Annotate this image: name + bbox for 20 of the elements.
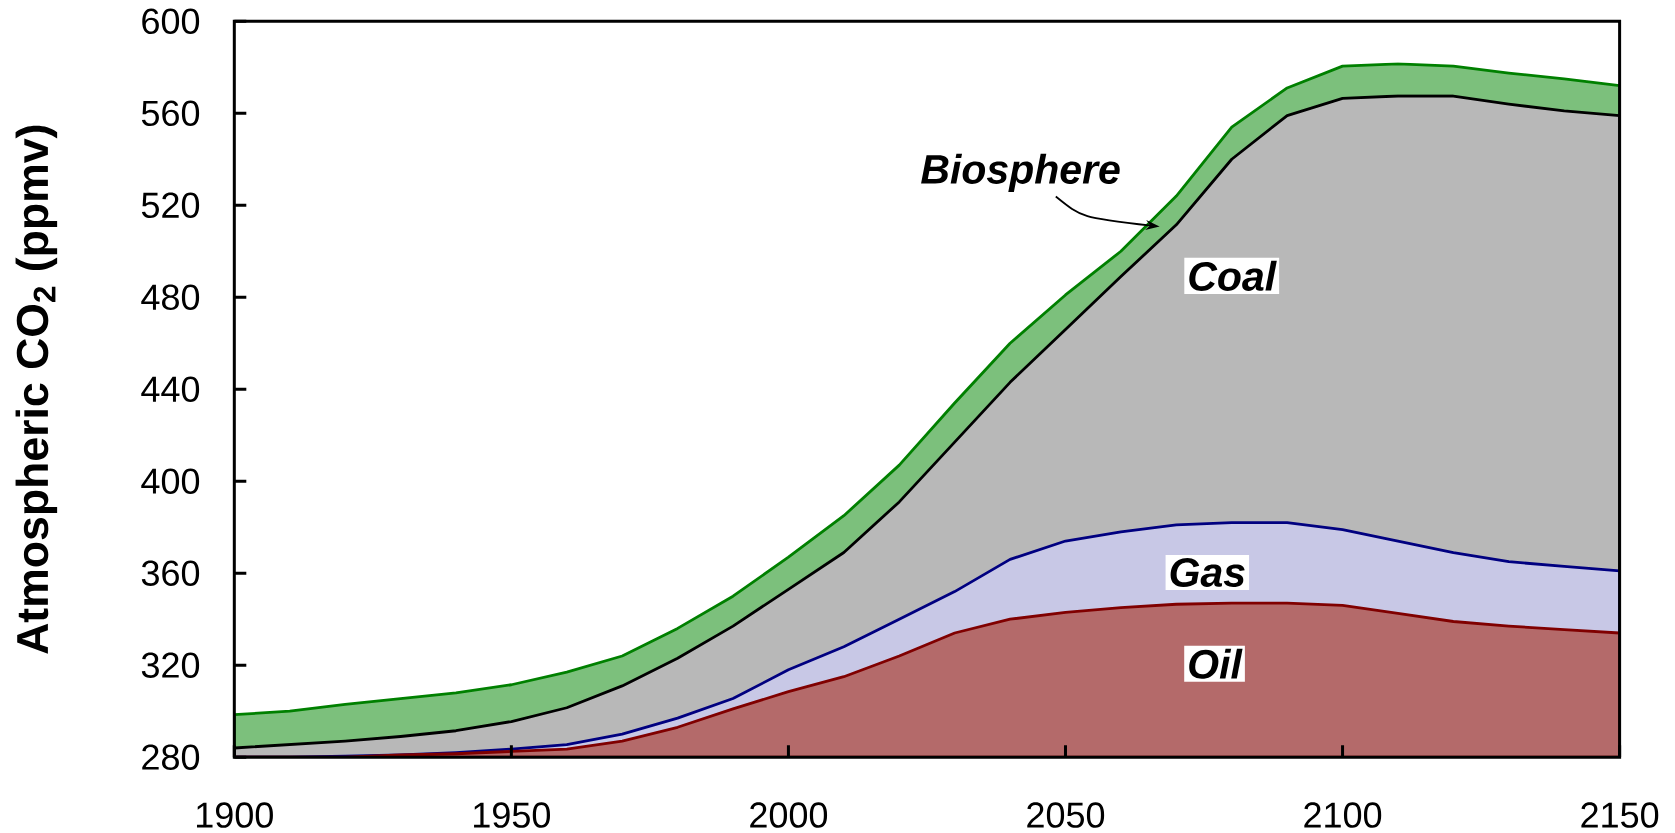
series-label: Oil: [1189, 648, 1243, 679]
series-label: Gas: [1170, 557, 1245, 587]
y-tick-label: 520: [141, 192, 200, 218]
y-tick-label: 560: [141, 100, 200, 127]
x-tick-label: 2150: [1581, 802, 1659, 828]
y-tick-label: 440: [141, 376, 200, 402]
x-tick-label: 2100: [1304, 802, 1382, 828]
y-tick-label: 320: [141, 652, 200, 678]
x-tick-label: 1950: [474, 802, 550, 828]
y-tick-label: 400: [141, 468, 200, 494]
x-tick-label: 2050: [1027, 802, 1105, 828]
y-axis-title: Atmospheric CO$_{2}$ (ppmv): [15, 125, 58, 654]
y-tick-label: 280: [142, 744, 200, 770]
series-label: Coal: [1189, 260, 1277, 291]
series-label: Biosphere: [921, 153, 1120, 192]
x-tick-label: 2000: [750, 802, 828, 828]
y-tick-label: 360: [141, 560, 200, 586]
x-tick-label: 1900: [196, 802, 273, 828]
y-tick-label: 480: [141, 284, 200, 310]
y-tick-label: 600: [142, 8, 200, 35]
